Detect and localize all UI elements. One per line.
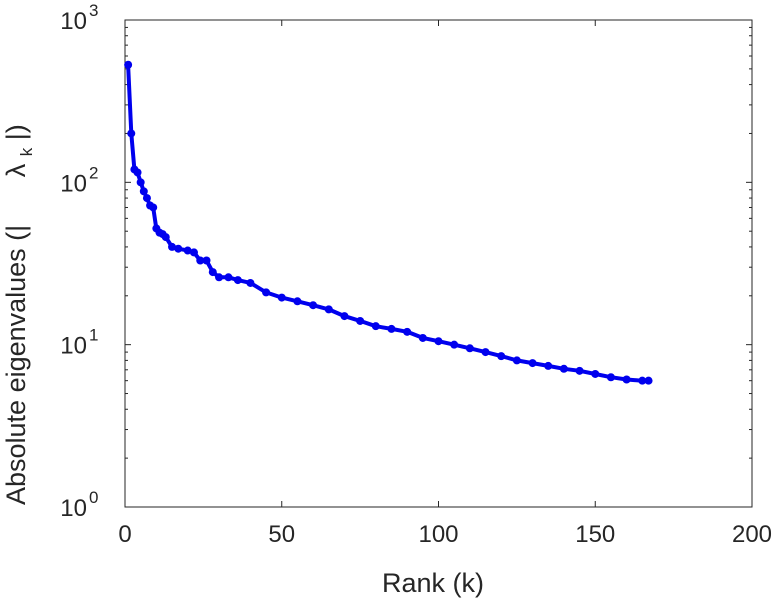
data-point	[309, 301, 318, 310]
data-point	[528, 359, 537, 368]
y-tick-label: 10	[60, 8, 87, 35]
x-axis: 0 50 100 150 200	[118, 20, 772, 548]
data-point	[387, 324, 396, 333]
data-point	[418, 333, 427, 342]
data-point	[161, 233, 170, 242]
data-point	[233, 276, 242, 285]
data-point	[133, 168, 142, 177]
data-point	[324, 305, 333, 314]
data-point	[559, 364, 568, 373]
data-point	[622, 375, 631, 384]
y-axis-label-subscript: k	[17, 147, 36, 156]
data-point	[215, 273, 224, 282]
y-tick-exponent: 2	[89, 163, 98, 182]
data-point	[168, 242, 177, 251]
data-point	[246, 278, 255, 287]
data-point	[340, 312, 349, 321]
y-tick-exponent: 0	[89, 488, 98, 507]
data-point	[174, 244, 183, 253]
x-axis-label: Rank (k)	[382, 568, 484, 598]
plot-area	[124, 19, 753, 508]
x-tick-label: 100	[418, 521, 458, 548]
data-point	[183, 246, 192, 255]
data-point	[224, 273, 233, 282]
x-tick-label: 50	[268, 521, 295, 548]
data-point	[136, 178, 145, 187]
data-point	[371, 322, 380, 331]
y-tick-exponent: 1	[89, 326, 98, 345]
data-point	[434, 337, 443, 346]
data-point	[606, 373, 615, 382]
data-point	[196, 256, 205, 265]
y-axis-label: Absolute eigenvalues (| λ k |)	[1, 124, 38, 505]
data-point	[124, 60, 133, 69]
data-point	[638, 376, 647, 385]
data-point	[277, 293, 286, 302]
data-point	[591, 369, 600, 378]
data-point	[465, 344, 474, 353]
data-point	[403, 327, 412, 336]
y-tick-label: 10	[60, 495, 87, 522]
data-point	[189, 248, 198, 257]
data-point	[149, 203, 158, 212]
x-tick-label: 0	[118, 521, 131, 548]
data-point	[497, 352, 506, 361]
data-point	[575, 366, 584, 375]
y-axis-label-text: Absolute eigenvalues (|	[1, 225, 31, 505]
data-point	[127, 129, 136, 138]
x-tick-label: 150	[575, 521, 615, 548]
data-point	[481, 348, 490, 357]
y-tick-label: 10	[60, 333, 87, 360]
y-axis-label-symbol: λ	[1, 163, 31, 177]
y-tick-exponent: 3	[89, 1, 98, 20]
data-point	[356, 316, 365, 325]
data-point	[512, 356, 521, 365]
y-tick-label: 10	[60, 170, 87, 197]
data-point	[208, 268, 217, 277]
data-point	[644, 376, 653, 385]
x-tick-label: 200	[732, 521, 772, 548]
data-point	[293, 297, 302, 306]
data-point	[262, 288, 271, 297]
data-point	[544, 361, 553, 370]
data-point	[139, 187, 148, 196]
data-point	[142, 194, 151, 203]
data-point	[202, 256, 211, 265]
y-axis-label-close: |)	[1, 124, 31, 140]
data-point	[450, 340, 459, 349]
series-group	[124, 60, 653, 385]
